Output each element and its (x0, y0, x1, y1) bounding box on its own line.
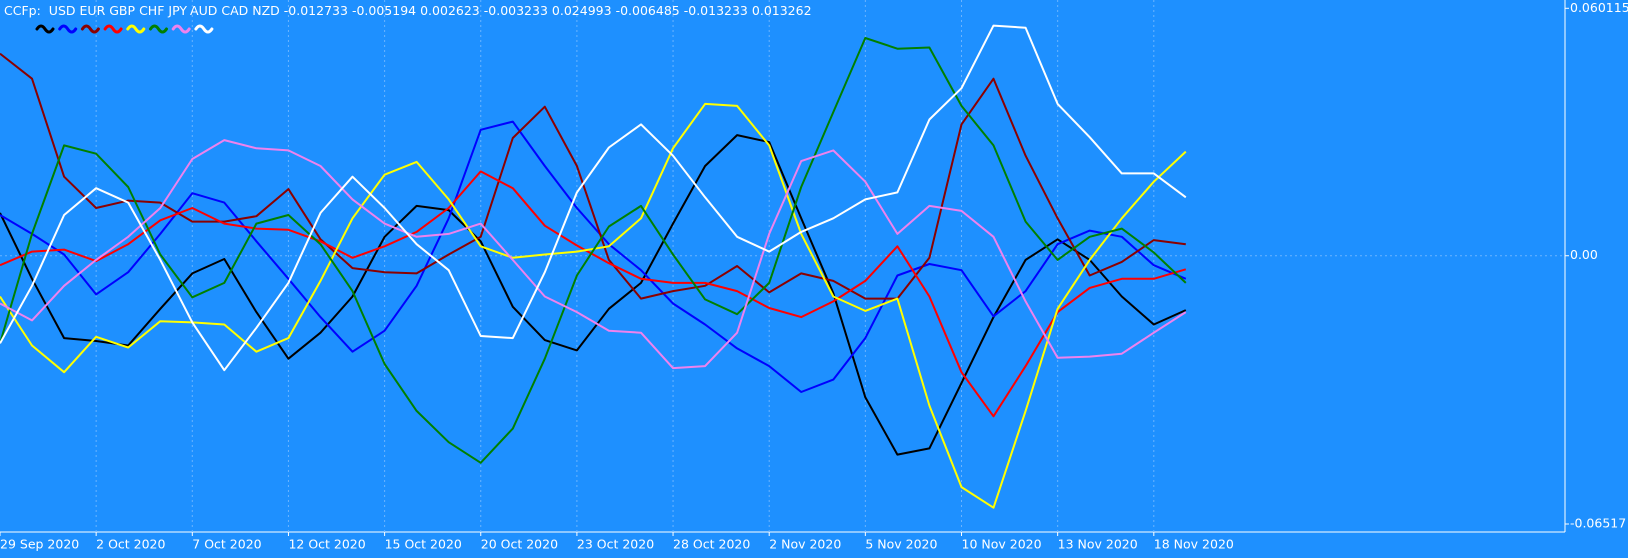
header-item: 0.002623 (420, 3, 480, 18)
series-line (0, 102, 1187, 509)
x-tick-label: 29 Sep 2020 (0, 537, 79, 552)
header-item: -0.013233 (684, 3, 748, 18)
series-line (0, 139, 1187, 370)
legend-swatch (194, 24, 214, 34)
header-item: 0.024993 (552, 3, 612, 18)
legend-swatch (103, 24, 123, 34)
header-item: JPY (167, 3, 187, 18)
series-line (0, 134, 1187, 456)
header-item: AUD (190, 3, 217, 18)
x-tick-label: 23 Oct 2020 (577, 537, 654, 552)
legend-swatch (80, 24, 100, 34)
plot-lines (0, 24, 1187, 509)
x-tick-label: 2 Nov 2020 (769, 537, 841, 552)
x-tick-label: 12 Oct 2020 (288, 537, 365, 552)
series-line (0, 170, 1187, 418)
x-tick-label: 2 Oct 2020 (96, 537, 165, 552)
y-tick-label: 0.060115 (1570, 0, 1628, 15)
series-line (0, 24, 1187, 372)
header-item: -0.005194 (352, 3, 416, 18)
legend-swatch (58, 24, 78, 34)
legend-swatch (171, 24, 191, 34)
x-tick-label: 13 Nov 2020 (1058, 537, 1138, 552)
header-item: CCFp: (4, 3, 41, 18)
legend-swatch (149, 24, 168, 34)
header-item: CHF (139, 3, 164, 18)
header-item: NZD (252, 3, 280, 18)
header-item: -0.006485 (616, 3, 680, 18)
series-line (0, 120, 1187, 393)
x-tick-label: 20 Oct 2020 (481, 537, 558, 552)
x-tick-label: 7 Oct 2020 (192, 537, 261, 552)
x-tick-label: 28 Oct 2020 (673, 537, 750, 552)
legend-swatch (35, 24, 55, 34)
header-item: -0.012733 (284, 3, 348, 18)
header-item: 0.013262 (752, 3, 812, 18)
header-item: CAD (221, 3, 248, 18)
header-item: -0.003233 (484, 3, 548, 18)
y-tick-label: 0.00 (1570, 247, 1598, 262)
series-line (0, 37, 1187, 464)
header-item: USD (49, 3, 76, 18)
x-tick-label: 18 Nov 2020 (1154, 537, 1234, 552)
legend-swatch (126, 24, 146, 34)
x-tick-label: 5 Nov 2020 (865, 537, 937, 552)
header-item: GBP (109, 3, 135, 18)
series-line (0, 52, 1186, 300)
y-tick-label: -0.06517 (1570, 516, 1626, 531)
x-tick-label: 10 Nov 2020 (962, 537, 1042, 552)
x-tick-label: 15 Oct 2020 (385, 537, 462, 552)
indicator-header: CCFp: USD EUR GBP CHF JPY AUD CAD NZD -0.012733 -0… (4, 3, 812, 18)
header-item: EUR (80, 3, 106, 18)
